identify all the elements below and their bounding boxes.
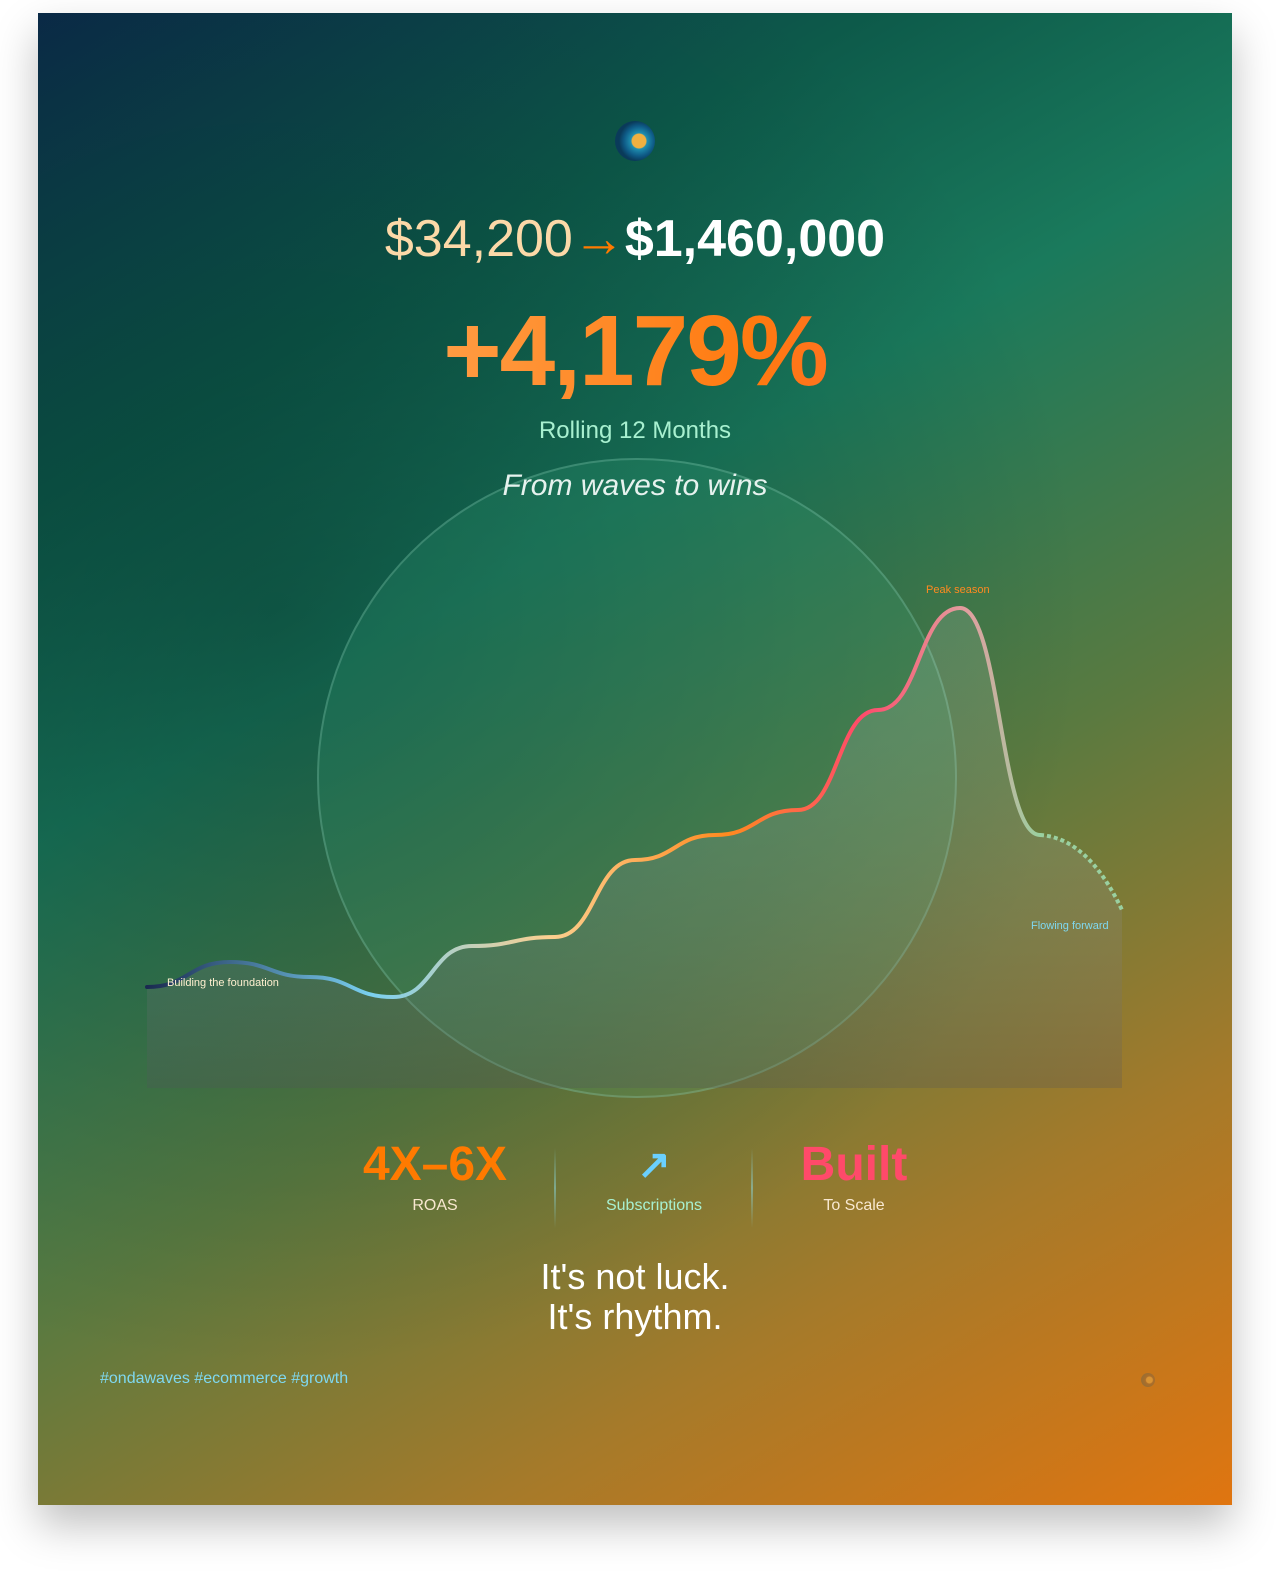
annotation-peak: Peak season — [926, 584, 990, 596]
wave-logo-icon — [615, 121, 655, 161]
closing-line-2: It's rhythm. — [547, 1296, 723, 1337]
arrow-up-right-icon: ↗ — [637, 1143, 671, 1187]
closing-message: It's not luck. It's rhythm. — [38, 1257, 1232, 1337]
arrow-right-icon: → — [572, 210, 625, 268]
growth-wave-chart — [145, 605, 1124, 1088]
tagline: From waves to wins — [502, 469, 768, 502]
stat-label: ROAS — [412, 1197, 458, 1214]
stat-built: Built To Scale — [759, 1138, 949, 1216]
to-amount: $1,460,000 — [624, 210, 886, 268]
stat-roas: 4X–6X ROAS — [340, 1138, 530, 1216]
chart-line-dashed-tail — [1039, 833, 1124, 911]
annotation-start: Building the foundation — [167, 977, 279, 989]
growth-percent: +4,179% — [38, 301, 1232, 401]
stat-value: Built — [800, 1138, 908, 1191]
poster: $34,200→$1,460,000 +4,179% Rolling 12 Mo… — [38, 13, 1232, 1505]
stat-subscriptions: ↗ Subscriptions — [559, 1138, 749, 1216]
divider — [554, 1148, 556, 1228]
growth-period: Rolling 12 Months — [538, 417, 732, 444]
stat-value: 4X–6X — [362, 1138, 508, 1191]
hashtags: #ondawaves #ecommerce #growth — [100, 1370, 349, 1387]
closing-line-1: It's not luck. — [540, 1256, 730, 1297]
mini-logo-icon — [1141, 1373, 1155, 1387]
annotation-end: Flowing forward — [1031, 920, 1109, 932]
stat-label: Subscriptions — [605, 1197, 703, 1214]
chart-line — [145, 605, 1042, 1000]
divider — [751, 1148, 753, 1228]
chart-area-fill — [147, 608, 1122, 1088]
stat-label: To Scale — [823, 1197, 885, 1214]
from-amount: $34,200 — [384, 210, 573, 268]
revenue-amounts: $34,200→$1,460,000 — [38, 211, 1232, 267]
